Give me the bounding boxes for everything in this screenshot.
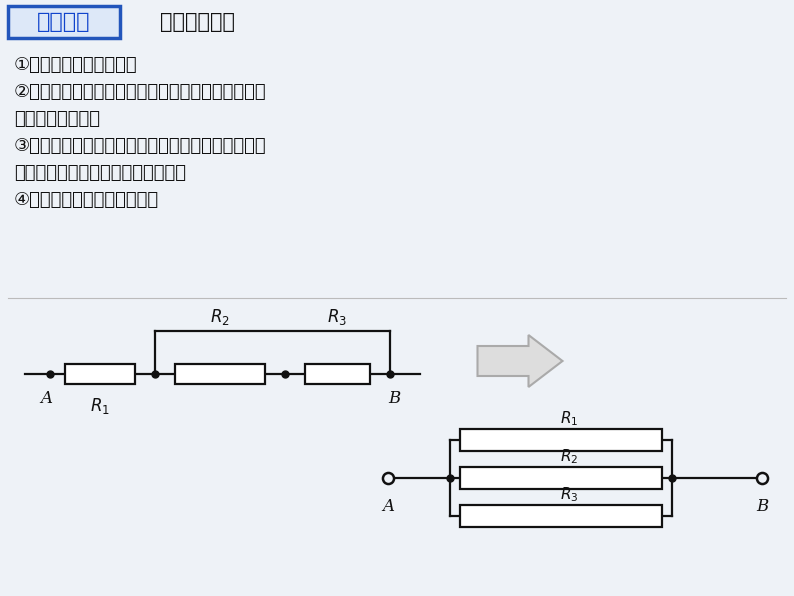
Text: 排列，再将各节点之间的支路画出。: 排列，再将各节点之间的支路画出。 [14,164,186,182]
Bar [175,364,265,384]
Text: ①将各节点用字母标上。: ①将各节点用字母标上。 [14,56,137,74]
Text: 先假设加上电压）: 先假设加上电压） [14,110,100,128]
Bar [460,429,662,451]
Text: $R_3$: $R_3$ [560,485,578,504]
Text: A: A [382,498,394,515]
Text: $R_2$: $R_2$ [560,448,578,466]
Text: A: A [40,390,52,407]
Text: $R_3$: $R_3$ [327,307,348,327]
Text: 等势点排列法: 等势点排列法 [160,12,235,32]
Text: $R_2$: $R_2$ [210,307,230,327]
Text: 简化方法: 简化方法 [37,12,91,32]
Text: $R_1$: $R_1$ [560,409,578,428]
Text: B: B [756,498,768,515]
FancyBboxPatch shape [8,6,120,38]
Text: ②判定各节点电势的高低。（若原电路未加电压，可: ②判定各节点电势的高低。（若原电路未加电压，可 [14,83,267,101]
Text: ③将各节点按电势高低自左向右（或自上向下）依次: ③将各节点按电势高低自左向右（或自上向下）依次 [14,137,267,155]
Text: $R_1$: $R_1$ [90,396,110,416]
Bar [305,364,370,384]
Text: ④将画出的等效图加工整理。: ④将画出的等效图加工整理。 [14,191,159,209]
Bar [460,467,662,489]
Bar [65,364,135,384]
Text: B: B [388,390,400,407]
Bar [460,505,662,527]
Polygon shape [477,335,562,387]
